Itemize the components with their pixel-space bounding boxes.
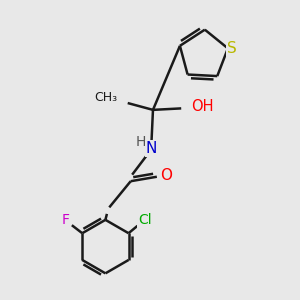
Text: O: O bbox=[160, 168, 172, 183]
Text: OH: OH bbox=[192, 99, 214, 114]
Text: H: H bbox=[136, 135, 146, 149]
Text: N: N bbox=[146, 141, 157, 156]
Text: Cl: Cl bbox=[138, 213, 152, 227]
Text: S: S bbox=[227, 41, 237, 56]
Text: F: F bbox=[62, 213, 70, 227]
Text: CH₃: CH₃ bbox=[94, 92, 117, 104]
